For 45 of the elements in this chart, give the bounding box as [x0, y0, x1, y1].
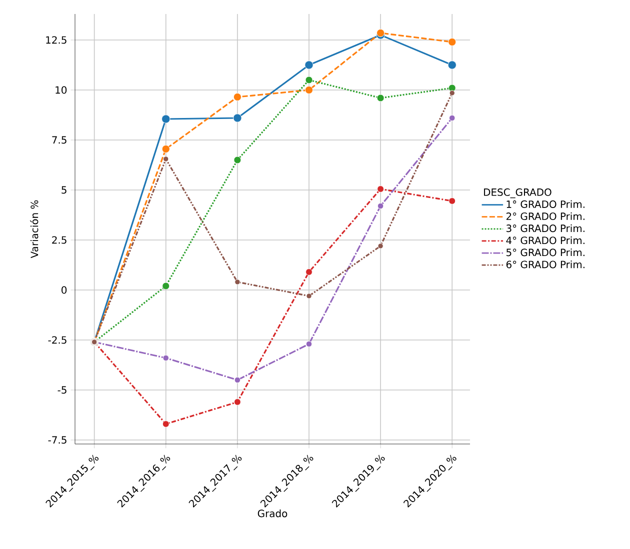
legend-label: 3° GRADO Prim. — [506, 224, 584, 232]
legend-label: 4° GRADO Prim. — [506, 236, 584, 244]
point — [304, 60, 314, 70]
y-tick-label: 2.5 — [52, 236, 66, 244]
y-tick-label: 10 — [56, 86, 67, 94]
point — [162, 282, 170, 290]
y-tick-label: 7.5 — [52, 136, 66, 144]
point — [162, 144, 170, 154]
y-tick-label: 0 — [62, 286, 67, 294]
legend-title: DESC_GRADO — [484, 188, 552, 198]
point — [448, 114, 456, 122]
point — [377, 202, 384, 210]
point — [162, 354, 170, 362]
point — [306, 340, 312, 348]
y-tick-label: -5 — [58, 386, 66, 394]
point — [448, 38, 456, 46]
legend-label: 2° GRADO Prim. — [506, 212, 584, 220]
point — [306, 268, 312, 276]
y-tick-label: 12.5 — [46, 36, 66, 44]
y-axis-title: Variación % — [30, 200, 38, 258]
point — [378, 243, 384, 249]
point — [233, 92, 242, 102]
point — [304, 86, 314, 94]
point — [377, 186, 384, 192]
point — [234, 156, 242, 164]
point — [305, 76, 313, 84]
legend-label: 5° GRADO Prim. — [506, 248, 584, 256]
point — [448, 198, 456, 204]
legend-label: 6° GRADO Prim. — [506, 260, 584, 268]
legend-label: 1° GRADO Prim. — [506, 200, 584, 208]
x-axis-title: Grado — [258, 510, 288, 518]
point — [233, 114, 242, 122]
y-tick-label: -2.5 — [48, 336, 66, 344]
point — [234, 398, 241, 406]
point — [449, 90, 455, 96]
point — [376, 94, 384, 102]
point — [234, 279, 240, 285]
point — [448, 60, 456, 70]
y-tick-label: 5 — [62, 186, 66, 194]
point — [162, 114, 170, 124]
y-tick-label: -7.5 — [48, 436, 66, 444]
point — [234, 376, 241, 384]
point — [162, 420, 170, 428]
point — [163, 156, 169, 162]
point — [306, 293, 312, 299]
